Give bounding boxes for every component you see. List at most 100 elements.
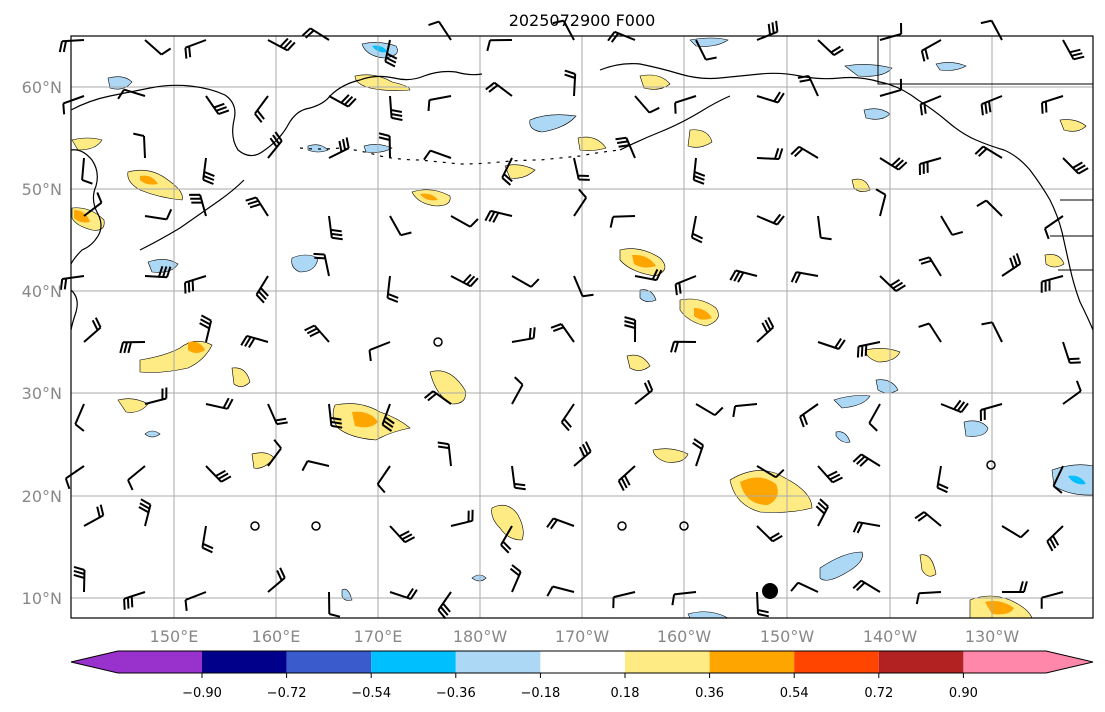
wind-barb [1062,341,1081,364]
anomaly-blob [231,367,251,387]
wind-barb [368,341,391,362]
wind-barb [245,196,269,217]
wind-barb [756,591,770,618]
colorbar-tick-label: −0.18 [520,686,560,701]
anomaly-blob-negative [935,62,967,71]
wind-barb [511,376,524,405]
wind-barb [205,465,232,483]
political-boundaries [877,36,1093,271]
wind-barb [386,275,399,303]
anomaly-blob-negative [689,37,729,47]
lon-label: 150°W [760,627,815,646]
anomaly-blob-negative [107,76,133,90]
wind-barb [328,215,343,241]
wind-barb [879,275,906,292]
wind-barb [486,39,513,52]
border-alaska [877,36,1093,85]
wind-barb [267,37,296,52]
wind-barb [1002,581,1028,593]
anomaly-core [188,341,205,353]
wind-barb [756,316,775,343]
wind-barb [1062,380,1082,405]
anomaly-blob-negative [819,551,863,581]
wind-barb [940,215,964,236]
anomaly-blob [652,448,689,463]
wind-barb [615,136,636,159]
colorbar-segment [371,651,456,673]
calm-circle [679,521,689,531]
coastlines [70,63,1094,331]
wind-barb [573,188,588,217]
wind-barb [790,145,819,159]
anomaly-blob-negative [844,64,893,77]
wind-barb [267,439,282,467]
anomaly-core [694,308,712,320]
wind-barb [981,321,1003,343]
wind-barb [936,465,949,494]
lon-label: 130°W [965,627,1020,646]
wind-barb [546,517,575,530]
wind-barb [915,591,942,605]
wind-barb [511,465,526,491]
wind-barb [729,269,758,283]
north-america-coastline [599,63,1094,331]
wind-barb [255,275,269,304]
wind-barb [879,157,908,171]
wind-barb [267,131,283,159]
wind-barb [817,338,846,350]
wind-barb [612,591,636,609]
map-grid [71,36,1093,618]
wind-barb [852,579,881,593]
wind-barb [83,504,105,527]
wind-barb [62,95,85,115]
wind-barb [1043,215,1064,240]
anomaly-blob [491,504,524,541]
wind-barb [144,265,172,279]
wind-barb [914,511,942,527]
colorbar-tick-label: 0.90 [949,686,978,701]
anomaly-blob-negative [307,144,329,153]
wind-barb [1001,525,1030,539]
wind-barb [485,81,513,97]
colorbar-tick-label: −0.36 [436,686,476,701]
anomaly-blob [626,354,651,371]
wind-barb [511,275,540,288]
wind-barb [205,95,230,116]
wind-barb [301,460,330,472]
lon-labels: 150°E 160°E 170°E 180°W 170°W 160°W 150°… [150,627,1020,646]
japan-coastline [70,289,78,331]
calm-circle [250,521,260,531]
lat-label: 10°N [22,589,62,608]
anomaly-blob [577,136,607,151]
wind-barb [202,157,215,185]
wind-barb [980,19,1003,41]
wind-barb [201,525,214,554]
colorbar-segments [71,651,1093,673]
wind-barb [73,565,86,593]
colorbar-segment [963,651,1093,673]
colorbar-tick-label: 0.54 [780,686,809,701]
wind-barb [389,587,418,600]
wind-barb [671,591,697,606]
wind-barb [428,20,452,41]
anomaly-blob [504,164,536,179]
wind-barb [117,88,146,100]
anomaly-blob [864,348,901,363]
wind-barb [609,215,636,228]
wind-barb [573,275,594,298]
wind-barb [123,591,146,610]
wind-barb [313,252,330,277]
anomaly-blob [429,370,466,405]
calm-circle [311,521,321,531]
lon-label: 140°W [863,627,918,646]
calm-circle [986,460,996,470]
wind-barb [692,157,706,185]
wind-barb [617,465,636,492]
wind-barb [127,465,146,491]
anomaly-blob-negative [963,420,989,437]
wind-barb [690,215,704,244]
wind-barb [184,591,207,612]
wind-barb [138,498,152,527]
lat-label: 30°N [22,384,62,403]
wind-barb [437,441,452,467]
